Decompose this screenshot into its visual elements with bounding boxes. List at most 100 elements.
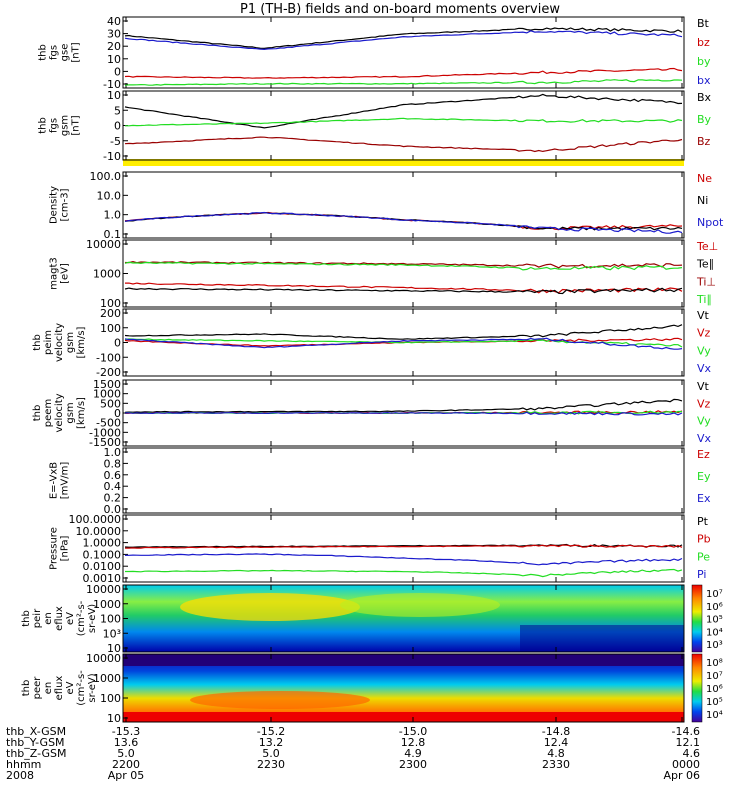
legend-peem-velocity-2: Vy — [697, 415, 711, 428]
footer-value: 2330 — [542, 758, 570, 771]
y-tick-label: 10000 — [86, 583, 121, 596]
colorbar-label: 10⁷ — [706, 671, 723, 682]
y-tick-label: 0.2 — [104, 492, 122, 505]
legend-efield-1: Ey — [697, 470, 711, 483]
legend-density-1: Ni — [697, 194, 708, 207]
legend-efield-2: Ex — [697, 492, 711, 505]
y-tick-label: 1.0000 — [83, 537, 122, 550]
y-tick-label: 100.0000 — [69, 513, 122, 526]
y-tick-label: 0 — [114, 407, 121, 420]
panel-density: 100.0 10.0 1.0 0.1 Density[cm-3] Ne Ni Npot — [49, 170, 724, 241]
series-pressure-Pb — [124, 544, 683, 549]
series-pressure-Pe — [125, 568, 683, 578]
y-tick-label: -200 — [96, 366, 121, 379]
legend-pressure-1: Pb — [697, 533, 711, 546]
y-axis-label: Density[cm-3] — [49, 186, 71, 224]
series-temperature-Te∥ — [124, 287, 683, 295]
y-tick-label: 0.0010 — [83, 572, 122, 585]
series-fgs-gse-Bt — [124, 27, 683, 50]
series-group-density — [124, 211, 683, 234]
y-tick-label: 0.0 — [104, 503, 122, 516]
ephemeris-footer: thb_X-GSM -15.3 -15.2 -15.0 -14.8 -14.6 thb_Y-… — [6, 725, 700, 782]
panel-frame — [122, 239, 685, 308]
y-tick-label: 100 — [100, 322, 121, 335]
legend-density-0: Ne — [697, 172, 712, 185]
y-axis-label: magt3[eV] — [49, 257, 71, 290]
y-tick-label: 10 — [107, 712, 121, 725]
footer-value: 2200 — [112, 758, 140, 771]
footer-value: -15.0 — [399, 725, 427, 738]
legend-peem-velocity-3: Vx — [697, 432, 712, 445]
y-tick-label: 1.0 — [104, 209, 122, 222]
panel-fgs-gsm: 10 5 0 -5 -10 thbfgsgsm[nT] Bx By Bz — [38, 89, 712, 166]
series-pressure-Pi — [124, 553, 683, 566]
footer-row-label: hhmm — [6, 758, 41, 771]
footer-value: -15.3 — [112, 725, 140, 738]
y-tick-label: 0.6 — [104, 469, 122, 482]
footer-value: 5.0 — [117, 747, 135, 760]
y-tick-label: 20 — [107, 40, 121, 53]
footer-value: 4.8 — [547, 747, 565, 760]
y-tick-label: 100 — [100, 297, 121, 310]
y-axis-label: thbfgsgse[nT] — [38, 42, 82, 62]
footer-row-label: thb_Y-GSM — [6, 736, 65, 749]
status-bar — [123, 159, 684, 166]
panel-frame — [122, 514, 685, 583]
colorbar-label: 10⁵ — [706, 615, 723, 626]
panel-frame — [122, 171, 685, 239]
spectrogram-peir-spectrogram — [123, 585, 684, 652]
series-temperature-Ti∥ — [124, 261, 683, 271]
panel-efield: 1.00.80.60.40.20.0 E=-VxB[mV/m] Ez Ey Ex — [49, 446, 711, 516]
series-fgs-gsm-Bx — [124, 93, 683, 129]
y-tick-label: 1000 — [93, 672, 121, 685]
legend-peem-velocity-1: Vz — [697, 397, 711, 410]
colorbar-label: 10³ — [706, 640, 723, 651]
footer-value: Apr 06 — [663, 769, 700, 782]
y-axis-label: thbpeirenefluxeV(cm²-s-sr-eV) — [21, 600, 98, 636]
footer-value: 0000 — [672, 758, 700, 771]
footer-value: 2300 — [399, 758, 427, 771]
legend-fgs-gsm-2: Bz — [697, 135, 711, 148]
footer-row-label: thb_X-GSM — [6, 725, 66, 738]
y-tick-label: -10 — [103, 78, 121, 91]
series-peim-velocity-Vx — [124, 337, 683, 350]
footer-value: 13.2 — [259, 736, 284, 749]
legend-temperature-0: Te⊥ — [696, 240, 718, 253]
legend-fgs-gsm-0: Bx — [697, 91, 712, 104]
y-axis-label: thbfgsgsm[nT] — [38, 115, 82, 136]
colorbar-label: 10⁶ — [706, 684, 723, 695]
series-density-Npot — [124, 211, 683, 234]
panel-temperature: 10000 1000 100 magt3[eV] Te⊥ Te∥ Ti⊥ Ti∥ — [49, 238, 719, 310]
colorbar-label: 10⁴ — [706, 627, 723, 638]
y-tick-label: 500 — [100, 397, 121, 410]
footer-row-label: 2008 — [6, 769, 34, 782]
footer-value: 13.6 — [114, 736, 139, 749]
series-peim-velocity-Vt — [124, 324, 683, 340]
series-group-fgs-gsm — [124, 93, 683, 153]
legend-peem-velocity-0: Vt — [697, 380, 710, 393]
legend-fgs-gse-3: bx — [697, 74, 711, 87]
panel-stack: 403020100-10thbfgsgse[nT]Btbzbybx1050-5-… — [21, 15, 724, 725]
series-peem-velocity-Vx — [124, 411, 683, 416]
legend-pressure-0: Pt — [697, 515, 709, 528]
legend-efield-0: Ez — [697, 448, 710, 461]
series-peem-velocity-Vt — [124, 398, 683, 413]
panel-peir-spectrogram: 10⁷10⁶10⁵10⁴10³10000100010010³10thbpeire… — [21, 583, 723, 655]
legend-temperature-1: Te∥ — [696, 258, 714, 271]
y-tick-label: 1000 — [93, 598, 121, 611]
series-group-peem-velocity — [124, 398, 683, 416]
footer-value: 2230 — [257, 758, 285, 771]
y-tick-label: 10000 — [86, 652, 121, 665]
colorbar-label: 10⁴ — [706, 710, 723, 721]
y-tick-label: 10 — [107, 89, 121, 102]
footer-value: -15.2 — [257, 725, 285, 738]
panel-peim-velocity: 200 100 0-100 -200 thbpeimvelocitygsm[km/s] V… — [32, 307, 712, 379]
y-tick-label: 1000 — [93, 268, 121, 281]
legend-peim-velocity-0: Vt — [697, 309, 710, 322]
y-tick-label: -100 — [96, 351, 121, 364]
series-temperature-Te⊥ — [125, 282, 683, 294]
series-group-temperature — [124, 260, 683, 295]
y-axis-label: thbpeemvelocitygsm[km/s] — [32, 393, 87, 432]
